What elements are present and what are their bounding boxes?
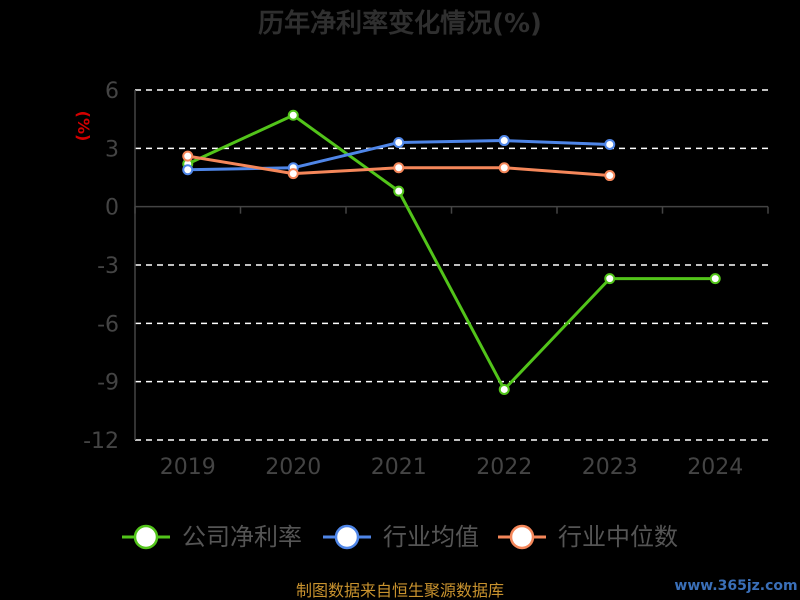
y-tick-label: 6 [105, 79, 119, 104]
data-point[interactable] [498, 135, 510, 147]
axes: 6 3 0 -3 -6 -9 -12 2019 2020 2021 2022 2023 2024 [83, 79, 769, 480]
series-group [182, 109, 721, 395]
data-point[interactable] [182, 164, 194, 176]
x-tick-label: 2023 [582, 455, 638, 480]
legend-marker [509, 524, 535, 550]
y-tick-label: -9 [97, 371, 119, 396]
series-1 [182, 109, 721, 395]
data-point[interactable] [393, 162, 405, 174]
x-tick-label: 2020 [265, 455, 321, 480]
data-point[interactable] [182, 150, 194, 162]
y-tick-label: -3 [97, 254, 119, 279]
data-point[interactable] [604, 138, 616, 150]
legend-marker [334, 524, 360, 550]
legend-label: 行业均值 [383, 523, 479, 551]
y-tick-label: -12 [83, 429, 119, 454]
data-point[interactable] [498, 383, 510, 395]
y-tick-label: -6 [97, 312, 119, 337]
data-point[interactable] [604, 273, 616, 285]
data-point[interactable] [393, 185, 405, 197]
y-axis-unit: (%) [74, 111, 93, 142]
watermark: www.365jz.com [674, 578, 797, 594]
data-point[interactable] [393, 137, 405, 148]
y-tick-label: 0 [105, 196, 119, 221]
legend-item[interactable]: 行业中位数 [498, 523, 678, 551]
x-tick-label: 2019 [160, 455, 216, 480]
legend-item[interactable]: 公司净利率 [122, 523, 302, 551]
data-point[interactable] [709, 273, 721, 285]
series-line [187, 113, 716, 391]
data-point[interactable] [604, 170, 616, 182]
legend-marker [133, 524, 159, 550]
legend[interactable]: 公司净利率 行业均值 行业中位数 [122, 523, 678, 551]
legend-label: 行业中位数 [558, 523, 678, 551]
source-note: 制图数据来自恒生聚源数据库 [296, 581, 504, 600]
x-tick-label: 2024 [687, 455, 743, 480]
data-point[interactable] [287, 168, 299, 180]
x-tick-label: 2022 [476, 455, 532, 480]
data-point[interactable] [498, 162, 510, 174]
x-tick-label: 2021 [371, 455, 427, 480]
legend-item[interactable]: 行业均值 [323, 523, 479, 551]
series-3 [182, 150, 616, 182]
legend-label: 公司净利率 [182, 523, 302, 551]
data-point[interactable] [287, 109, 299, 121]
chart-title: 历年净利率变化情况(%) [258, 8, 542, 39]
y-tick-label: 3 [105, 137, 119, 162]
